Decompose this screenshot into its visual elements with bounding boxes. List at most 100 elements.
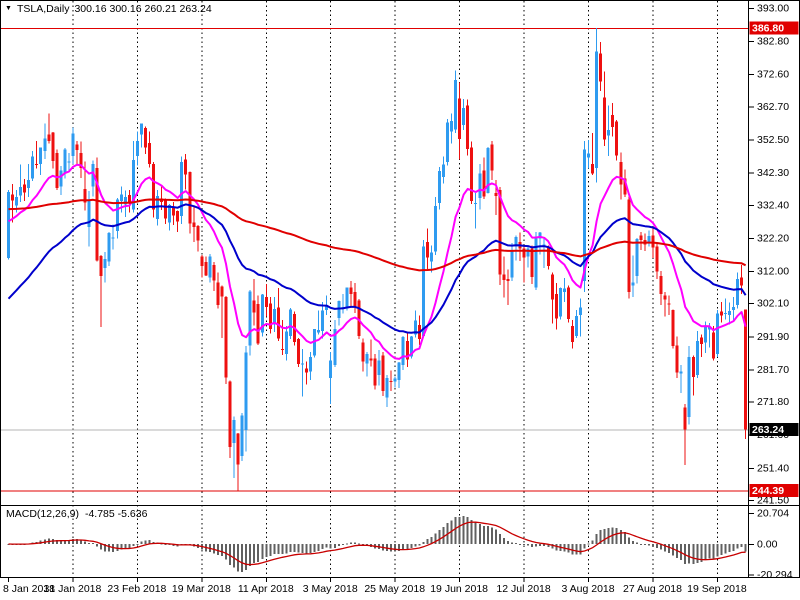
macd-bar <box>104 544 107 552</box>
candle-up <box>139 123 143 135</box>
indicator-values: -4.785 -5.636 <box>84 508 148 520</box>
ma-fast-line <box>7 163 747 360</box>
candle-down <box>615 121 619 156</box>
macd-bar <box>426 539 429 544</box>
candle-down <box>75 144 79 151</box>
price-tick-label: 382.80 <box>757 36 789 48</box>
macd-bar <box>740 544 743 548</box>
price-axis[interactable]: 393.00 382.80 372.60 362.70 352.50 342.30 332.… <box>749 2 799 506</box>
macd-bar <box>124 544 127 549</box>
time-tick-label: 19 Mar 2018 <box>172 583 231 595</box>
candle-up <box>260 294 264 333</box>
candle-down <box>639 235 643 240</box>
candle-up <box>301 363 305 365</box>
price-tick-label: 251.40 <box>757 462 789 474</box>
candle-up <box>409 336 413 357</box>
macd-bar <box>438 529 441 544</box>
price-tick-label: 241.50 <box>757 494 789 506</box>
macd-bar <box>591 540 594 544</box>
candle-down <box>228 381 232 448</box>
macd-bar <box>55 540 58 544</box>
candle-up <box>542 244 546 246</box>
macd-bar <box>527 544 530 546</box>
macd-bar <box>269 544 272 556</box>
macd-bar <box>704 544 707 561</box>
candle-down <box>357 300 361 336</box>
macd-bar <box>422 541 425 544</box>
candle-up <box>474 202 478 204</box>
time-tick-label: 31 Jan 2018 <box>44 583 102 595</box>
candle-up <box>377 360 381 375</box>
candle-up <box>595 51 599 168</box>
macd-axis[interactable]: 20.704 0.00 -20.294 <box>749 507 793 581</box>
symbol-info: ▼ TSLA,Daily 300.16 300.16 260.21 263.24 <box>5 3 212 15</box>
candle-down <box>35 163 39 166</box>
candle-down <box>176 210 180 222</box>
candle-up <box>574 316 578 336</box>
macd-bar <box>454 516 457 544</box>
time-tick-label: 19 Sep 2018 <box>687 583 747 595</box>
macd-bar <box>728 544 731 553</box>
candle-down <box>276 307 280 339</box>
macd-bar <box>301 544 304 553</box>
macd-bar <box>482 526 485 544</box>
macd-bar <box>700 544 703 562</box>
time-tick-label: 11 Apr 2018 <box>238 583 294 595</box>
candle-up <box>317 329 321 333</box>
candle-down <box>591 163 595 174</box>
macd-bar <box>285 544 288 554</box>
candle-up <box>401 336 405 366</box>
macd-bar <box>639 543 642 545</box>
candle-up <box>103 259 107 268</box>
macd-bar <box>317 544 320 551</box>
candle-up <box>433 205 437 252</box>
candle-up <box>272 309 276 325</box>
macd-bar <box>80 539 83 544</box>
candle-down <box>498 189 502 275</box>
macd-bar <box>478 524 481 544</box>
candle-down <box>506 279 510 282</box>
macd-bar <box>398 544 401 551</box>
candle-down <box>23 184 27 193</box>
candle-down <box>220 286 224 297</box>
candle-up <box>337 300 341 319</box>
macd-tick-label: -20.294 <box>757 569 793 581</box>
macd-bar <box>345 543 348 545</box>
price-tick-label: 281.70 <box>757 364 789 376</box>
candle-up <box>168 205 172 223</box>
price-tick-label: 362.70 <box>757 101 789 113</box>
macd-bar <box>430 537 433 544</box>
macd-bar <box>579 544 582 555</box>
candle-down <box>699 337 703 345</box>
candle-up <box>607 129 611 136</box>
candle-down <box>349 287 353 294</box>
macd-bar <box>712 544 715 559</box>
macd-bar <box>660 544 663 550</box>
candle-down <box>651 235 655 248</box>
macd-bar <box>245 544 248 570</box>
candle-down <box>619 162 623 185</box>
candle-down <box>530 248 534 278</box>
macd-bar <box>615 528 618 544</box>
candle-down <box>466 105 470 149</box>
candle-down <box>127 195 131 202</box>
candle-up <box>723 312 727 314</box>
macd-bar <box>523 544 526 545</box>
candle-down <box>381 355 385 392</box>
price-tick-label: 271.80 <box>757 396 789 408</box>
candle-up <box>244 352 248 431</box>
macd-bar <box>414 544 417 547</box>
candle-up <box>429 252 433 262</box>
price-tick-label: 372.60 <box>757 69 789 81</box>
candle-up <box>462 108 466 125</box>
candle-up <box>397 362 401 380</box>
macd-bar <box>212 544 215 554</box>
time-tick-label: 8 Jan 2018 <box>3 583 55 595</box>
candle-down <box>711 332 715 359</box>
macd-bar <box>668 544 671 553</box>
macd-bar <box>120 544 123 550</box>
candle-up <box>156 196 160 220</box>
candle-down <box>147 142 151 164</box>
